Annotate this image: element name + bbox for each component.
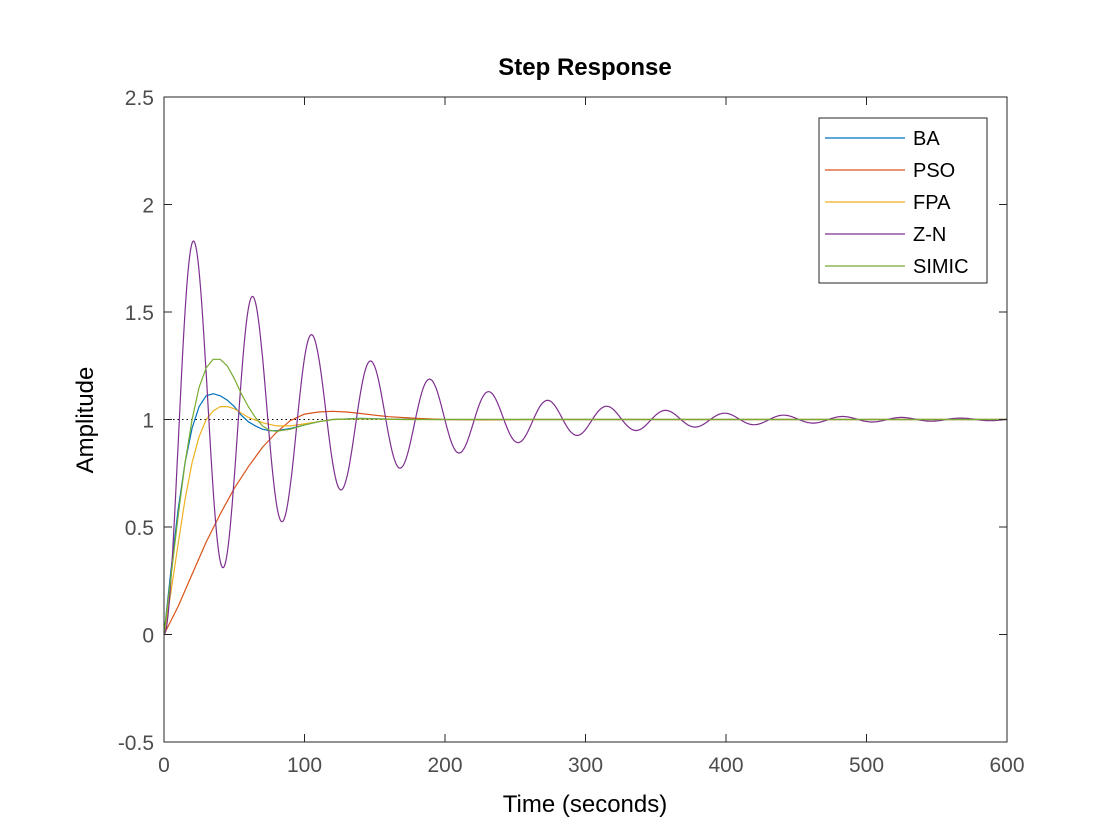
x-tick-label: 300 [568,754,603,777]
legend-label: BA [913,128,940,150]
legend-label: PSO [913,160,955,182]
y-tick-label: 1.5 [125,302,154,325]
series-layer [163,240,1008,635]
y-tick-label: 0.5 [125,517,154,540]
legend: BA PSO FPA Z-N SIMIC [818,117,988,284]
chart-title: Step Response [498,54,671,81]
legend-label: SIMIC [913,256,969,278]
y-axis-label: Amplitude [72,367,99,474]
x-tick-label: 100 [287,754,322,777]
x-tick-label: 600 [989,754,1024,777]
series-line-simic [163,358,1007,635]
axes-layer: 0 100 200 300 400 500 600-0.500.511.522.5 [118,87,1025,777]
legend-box [818,117,988,284]
y-tick-label: -0.5 [118,732,154,755]
x-tick-label: 200 [427,754,462,777]
y-tick-label: 2.5 [125,87,154,110]
legend-label: FPA [913,192,951,214]
y-tick-label: 2 [142,195,154,218]
y-tick-label: 0 [142,625,154,648]
y-tick-label: 1 [142,410,154,433]
series-line-z-n [163,240,1008,635]
x-tick-label: 0 [158,754,170,777]
x-axis-label: Time (seconds) [503,791,667,818]
x-tick-label: 400 [708,754,743,777]
x-tick-label: 500 [849,754,884,777]
legend-label: Z-N [913,224,946,246]
